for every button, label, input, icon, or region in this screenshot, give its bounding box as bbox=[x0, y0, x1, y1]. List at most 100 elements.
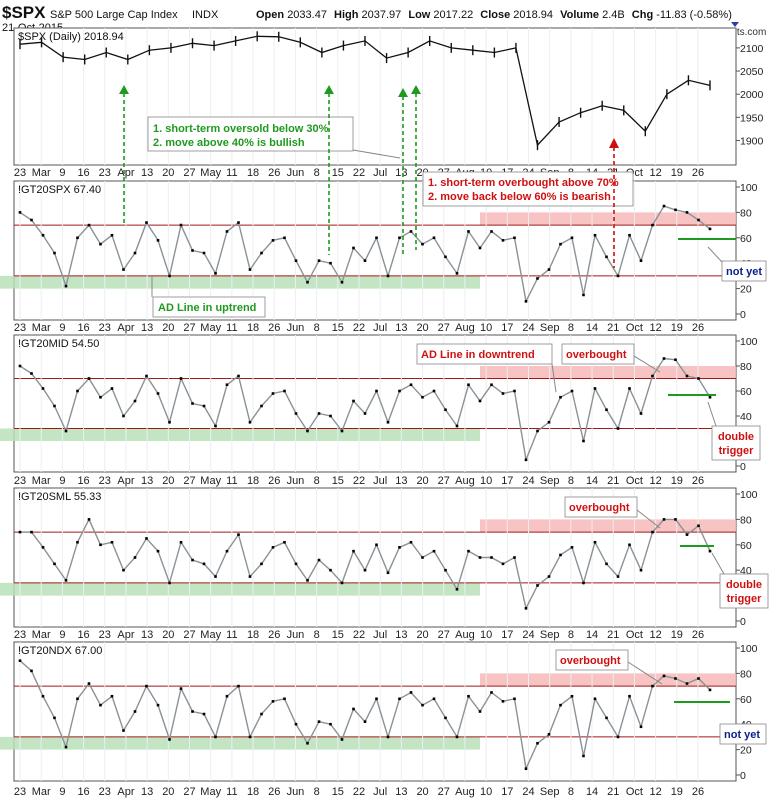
x-tick-label: 12 bbox=[650, 475, 662, 487]
data-point bbox=[639, 568, 643, 572]
data-point bbox=[444, 408, 447, 412]
data-point bbox=[444, 716, 447, 720]
x-tick-label: 18 bbox=[247, 322, 259, 334]
data-point bbox=[490, 383, 493, 387]
data-point bbox=[674, 518, 677, 521]
data-point bbox=[340, 280, 344, 284]
data-point bbox=[662, 204, 666, 208]
x-tick-label: Aug bbox=[455, 475, 475, 487]
overbought-note-box bbox=[564, 496, 638, 518]
data-point bbox=[708, 227, 712, 231]
data-point bbox=[547, 733, 551, 736]
data-point bbox=[306, 280, 309, 284]
data-point bbox=[421, 395, 424, 399]
data-point bbox=[237, 221, 240, 224]
data-point bbox=[225, 230, 229, 233]
x-tick-label: Jul bbox=[373, 322, 387, 334]
panel-3: 100 80 60 40 20 0 23 Mar 9 16 23 Apr 13 20 27 May 11 18 26… bbox=[0, 334, 758, 487]
data-point bbox=[145, 684, 148, 688]
x-tick-label: 26 bbox=[268, 322, 280, 334]
data-point bbox=[271, 392, 275, 395]
x-tick-label: 27 bbox=[438, 786, 450, 798]
x-tick-label: 8 bbox=[568, 322, 574, 334]
x-tick-label: 26 bbox=[268, 786, 280, 798]
data-point bbox=[409, 230, 413, 233]
x-tick-label: 22 bbox=[353, 167, 365, 179]
callout-pointer bbox=[627, 661, 663, 685]
x-tick-label: Sep bbox=[540, 322, 560, 334]
x-tick-label: Aug bbox=[455, 786, 475, 798]
x-tick-label: 12 bbox=[650, 629, 662, 641]
x-tick-label: 14 bbox=[586, 322, 598, 334]
data-point bbox=[122, 729, 125, 732]
x-tick-label: 13 bbox=[395, 786, 407, 798]
x-tick-label: 13 bbox=[141, 629, 153, 641]
volume-value: 2.4B bbox=[602, 9, 625, 21]
data-point bbox=[547, 268, 551, 271]
data-point bbox=[76, 697, 79, 701]
callout-pointer bbox=[636, 509, 661, 529]
oversold-zone bbox=[0, 736, 480, 750]
open-value: 2033.47 bbox=[287, 9, 327, 21]
x-tick-label: 16 bbox=[77, 475, 89, 487]
x-tick-label: 20 bbox=[416, 475, 428, 487]
x-tick-label: 17 bbox=[501, 322, 513, 334]
panel-5: 10080604020023Mar91623Apr132027May111826… bbox=[0, 641, 758, 798]
data-point bbox=[467, 549, 470, 553]
double-trigger-note-box bbox=[719, 573, 769, 609]
data-point bbox=[432, 236, 436, 240]
data-point bbox=[352, 707, 355, 711]
data-point bbox=[524, 458, 528, 462]
data-point bbox=[616, 575, 620, 578]
x-tick-label: 19 bbox=[671, 786, 683, 798]
x-tick-label: 26 bbox=[692, 629, 704, 641]
data-point bbox=[99, 703, 102, 707]
data-point bbox=[260, 251, 263, 255]
y-tick-label: 40 bbox=[740, 411, 752, 423]
x-tick-label: 11 bbox=[226, 322, 237, 334]
x-tick-label: 27 bbox=[438, 475, 450, 487]
data-point bbox=[582, 293, 585, 297]
x-tick-label: 13 bbox=[141, 475, 153, 487]
data-point bbox=[225, 383, 229, 387]
x-tick-label: 19 bbox=[671, 475, 683, 487]
x-tick-label: 23 bbox=[99, 786, 111, 798]
data-point bbox=[191, 558, 194, 562]
x-tick-label: 15 bbox=[332, 786, 344, 798]
data-point bbox=[432, 389, 436, 393]
data-point bbox=[685, 211, 689, 214]
data-point bbox=[375, 389, 378, 393]
panel-title: !GT20SPX 67.40 bbox=[18, 184, 101, 196]
x-tick-label: 8 bbox=[314, 786, 320, 798]
data-point bbox=[53, 251, 56, 255]
data-point bbox=[524, 767, 528, 770]
y-tick-label: 60 bbox=[740, 694, 752, 706]
data-point bbox=[375, 236, 378, 240]
x-tick-label: 16 bbox=[77, 322, 89, 334]
x-tick-label: 15 bbox=[332, 322, 344, 334]
data-point bbox=[559, 553, 562, 557]
data-point bbox=[214, 424, 217, 428]
data-point bbox=[628, 694, 631, 698]
x-tick-label: Oct bbox=[626, 475, 643, 487]
data-point bbox=[363, 720, 367, 723]
dropdown-arrow-icon[interactable] bbox=[731, 22, 739, 27]
x-tick-label: Sep bbox=[540, 629, 560, 641]
data-point bbox=[179, 687, 183, 690]
data-point bbox=[490, 691, 493, 694]
data-point bbox=[444, 255, 447, 259]
symbol: $SPX bbox=[2, 3, 46, 22]
data-point bbox=[409, 540, 413, 544]
x-tick-label: 24 bbox=[522, 475, 534, 487]
not-yet-note-box bbox=[721, 260, 767, 282]
x-tick-label: 19 bbox=[671, 167, 683, 179]
double-trigger-text-1: double bbox=[726, 579, 762, 591]
data-point bbox=[283, 540, 286, 544]
data-point bbox=[708, 688, 712, 692]
data-point bbox=[53, 716, 56, 720]
oversold-zone bbox=[0, 275, 480, 289]
chg-value: -11.83 (-0.58%) bbox=[656, 9, 732, 21]
overbought-note-box bbox=[555, 649, 629, 671]
data-point bbox=[317, 412, 321, 415]
data-point bbox=[352, 399, 355, 403]
